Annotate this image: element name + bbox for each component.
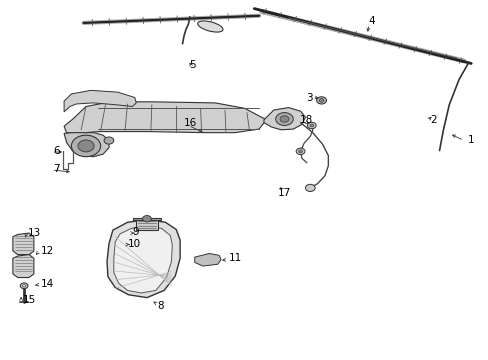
Polygon shape — [114, 226, 172, 293]
Polygon shape — [194, 253, 221, 266]
Circle shape — [275, 113, 293, 126]
Polygon shape — [64, 90, 136, 112]
Text: 6: 6 — [53, 145, 60, 156]
Text: 5: 5 — [189, 59, 196, 69]
Polygon shape — [64, 102, 266, 134]
Circle shape — [142, 216, 151, 222]
Polygon shape — [136, 220, 158, 230]
Ellipse shape — [197, 21, 223, 32]
Text: 16: 16 — [184, 118, 197, 128]
Circle shape — [280, 116, 288, 122]
Text: 15: 15 — [22, 295, 36, 305]
Text: 7: 7 — [53, 163, 60, 174]
Polygon shape — [264, 108, 305, 130]
Text: 2: 2 — [429, 115, 435, 125]
Text: 8: 8 — [158, 301, 164, 311]
Circle shape — [20, 283, 28, 289]
Text: 18: 18 — [300, 115, 313, 125]
Circle shape — [307, 122, 316, 129]
Circle shape — [71, 135, 101, 157]
Circle shape — [104, 137, 114, 144]
Circle shape — [316, 97, 326, 104]
Polygon shape — [13, 255, 34, 278]
Circle shape — [305, 184, 315, 192]
Polygon shape — [64, 133, 109, 157]
Text: 4: 4 — [367, 17, 374, 27]
Polygon shape — [13, 233, 34, 255]
Text: 11: 11 — [228, 253, 242, 263]
Text: 10: 10 — [127, 239, 141, 249]
Text: 3: 3 — [305, 93, 312, 103]
Text: 1: 1 — [467, 135, 473, 145]
Circle shape — [319, 99, 324, 102]
Text: 13: 13 — [27, 228, 41, 238]
Polygon shape — [133, 218, 160, 220]
Circle shape — [298, 150, 302, 153]
Text: 14: 14 — [41, 279, 54, 289]
Polygon shape — [107, 220, 180, 298]
Text: 17: 17 — [277, 188, 290, 198]
Circle shape — [296, 148, 305, 154]
Circle shape — [309, 124, 313, 127]
Text: 12: 12 — [41, 246, 54, 256]
Circle shape — [22, 285, 25, 287]
Circle shape — [78, 140, 94, 152]
Text: 9: 9 — [132, 227, 139, 237]
